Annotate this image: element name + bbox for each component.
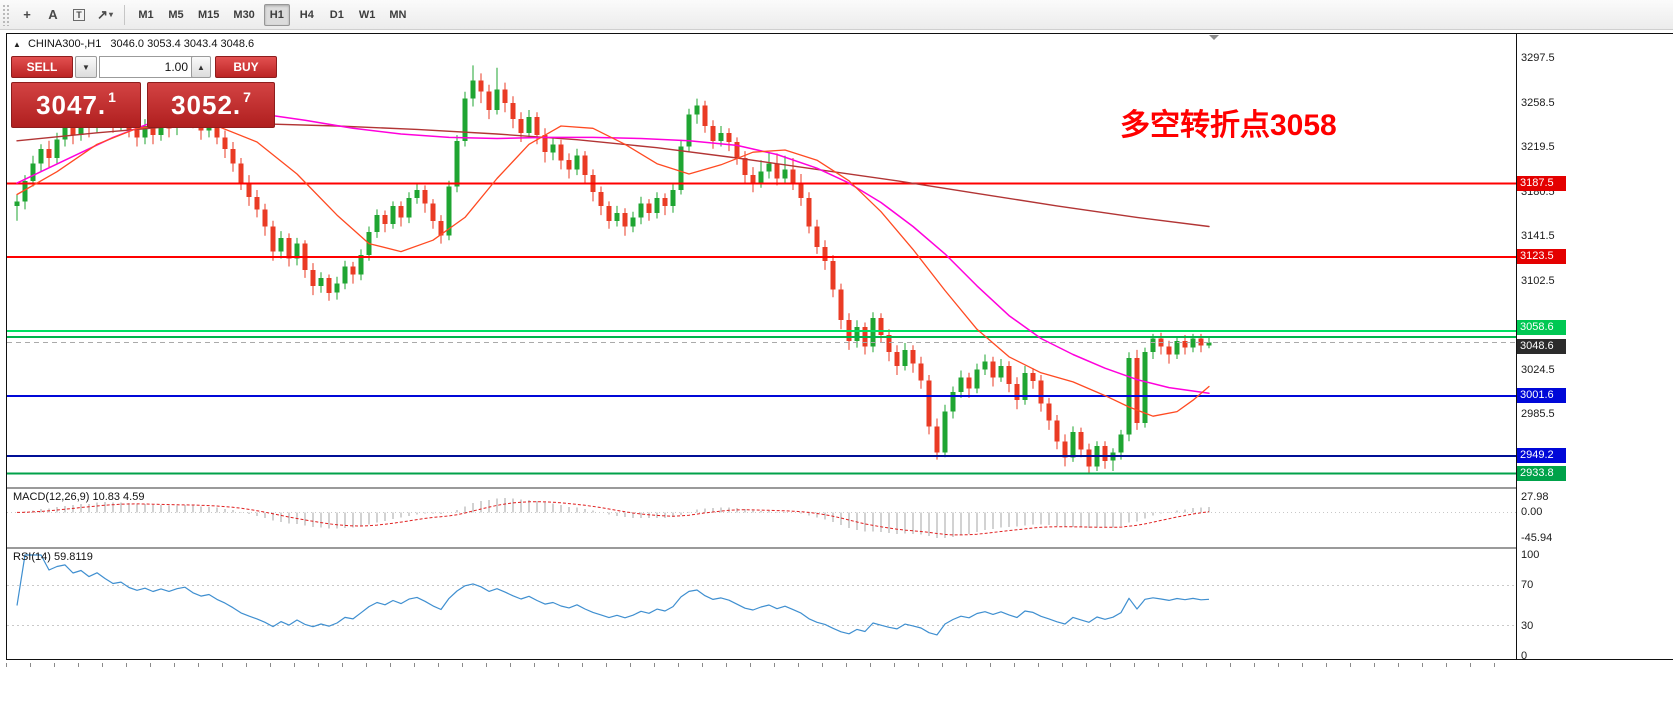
macd-signal-line — [16, 501, 1210, 536]
time-axis[interactable] — [6, 663, 1673, 710]
chart-header: ▲ CHINA300-,H1 3046.0 3053.4 3043.4 3048… — [13, 38, 254, 50]
macd-label: MACD(12,26,9) 10.83 4.59 — [13, 491, 145, 503]
price-badge: 3048.6 — [1517, 339, 1566, 354]
buy-button[interactable]: BUY — [215, 56, 277, 78]
rsi-panel[interactable]: RSI(14) 59.8119 — [7, 549, 1516, 659]
ask-pip-digit: 7 — [243, 89, 251, 105]
price-badge: 3187.5 — [1517, 176, 1566, 191]
horizontal-lines-layer — [7, 182, 1516, 475]
shapes-dropdown-icon[interactable]: ↗ ▾ — [93, 3, 117, 27]
timeframe-w1[interactable]: W1 — [354, 4, 381, 26]
crosshair-glyph: + — [23, 7, 31, 22]
macd-panel[interactable]: MACD(12,26,9) 10.83 4.59 — [7, 489, 1516, 547]
toolbar-separator — [124, 4, 125, 25]
volume-dropdown-button[interactable]: ▼ — [75, 56, 97, 78]
text-icon[interactable]: A — [41, 3, 65, 27]
macd-axis-label: -45.94 — [1521, 532, 1553, 544]
rsi-axis-label: 70 — [1521, 579, 1534, 591]
rsi-label: RSI(14) 59.8119 — [13, 551, 93, 563]
macd-histogram — [24, 498, 1210, 538]
bid-pip-digit: 1 — [108, 89, 116, 105]
price-axis-label: 3102.5 — [1521, 275, 1555, 287]
price-axis-label: 3141.5 — [1521, 230, 1555, 242]
timeframe-mn[interactable]: MN — [384, 4, 411, 26]
time-axis-ticks — [6, 663, 1510, 667]
buy-price-tile[interactable]: 3052. 7 — [147, 82, 275, 128]
timeframe-m1[interactable]: M1 — [133, 4, 159, 26]
rsi-axis-label: 30 — [1521, 620, 1534, 632]
shapes-glyph: ↗ — [97, 6, 108, 22]
chart-frame: ▲ CHINA300-,H1 3046.0 3053.4 3043.4 3048… — [6, 33, 1673, 662]
panel-splitter[interactable] — [7, 487, 1516, 489]
sell-price-tile[interactable]: 3047. 1 — [11, 82, 141, 128]
panel-splitter[interactable] — [7, 547, 1516, 549]
price-axis-label: 3024.5 — [1521, 364, 1555, 376]
chart-plot-column: ▲ CHINA300-,H1 3046.0 3053.4 3043.4 3048… — [7, 34, 1517, 659]
price-axis[interactable]: 27.98 0.00 -45.94 100 70 30 0 3297.5 3258… — [1517, 34, 1673, 662]
text-label-glyph: T — [73, 8, 85, 21]
crosshair-icon[interactable]: + — [15, 3, 39, 27]
timeframe-h4[interactable]: H4 — [294, 4, 320, 26]
price-axis-label: 3219.5 — [1521, 141, 1555, 153]
text-glyph: A — [48, 7, 58, 22]
chevron-down-icon: ▾ — [108, 10, 113, 19]
ask-price: 3052. — [171, 89, 242, 120]
rsi-axis-label: 100 — [1521, 549, 1540, 561]
main-chart[interactable]: ▲ CHINA300-,H1 3046.0 3053.4 3043.4 3048… — [7, 34, 1516, 487]
timeframe-m15[interactable]: M15 — [193, 4, 224, 26]
price-badge: 2933.8 — [1517, 466, 1566, 481]
toolbar: + A T ↗ ▾ M1 M5 M15 M30 H1 H4 D1 W1 MN — [0, 0, 1673, 30]
chart-title: CHINA300-,H1 — [27, 38, 102, 50]
bid-price: 3047. — [36, 89, 107, 120]
text-label-icon[interactable]: T — [67, 3, 91, 27]
price-axis-label: 3258.5 — [1521, 97, 1555, 109]
price-badge: 3123.5 — [1517, 249, 1566, 264]
toolbar-grip[interactable] — [2, 3, 10, 26]
timeframe-h1[interactable]: H1 — [263, 3, 290, 26]
collapse-one-click-icon[interactable]: ▲ — [13, 40, 21, 49]
macd-axis-label: 27.98 — [1521, 491, 1549, 503]
sell-button[interactable]: SELL — [11, 56, 73, 78]
one-click-prices: 3047. 1 3052. 7 — [11, 82, 277, 128]
price-badge: 3058.6 — [1517, 320, 1566, 335]
price-axis-label: 2985.5 — [1521, 408, 1555, 420]
rsi-axis-label: 0 — [1521, 650, 1528, 662]
one-click-controls: SELL ▼ ▲ BUY — [11, 56, 277, 78]
chart-window: ▲ CHINA300-,H1 3046.0 3053.4 3043.4 3048… — [0, 30, 1673, 710]
rsi-line — [16, 554, 1210, 636]
moving-averages-layer — [16, 110, 1210, 417]
price-badge: 3001.6 — [1517, 388, 1566, 403]
volume-increase-button[interactable]: ▲ — [191, 56, 211, 78]
macd-axis-label: 0.00 — [1521, 506, 1543, 518]
timeframe-m5[interactable]: M5 — [163, 4, 189, 26]
timeframe-d1[interactable]: D1 — [324, 4, 350, 26]
price-axis-label: 3297.5 — [1521, 52, 1555, 64]
price-badge: 2949.2 — [1517, 448, 1566, 463]
volume-input[interactable] — [99, 56, 195, 78]
chart-ohlc: 3046.0 3053.4 3043.4 3048.6 — [110, 38, 255, 50]
annotation-text[interactable]: 多空转折点3058 — [1120, 109, 1337, 142]
chart-shift-marker — [1209, 35, 1219, 40]
timeframe-m30[interactable]: M30 — [228, 4, 259, 26]
